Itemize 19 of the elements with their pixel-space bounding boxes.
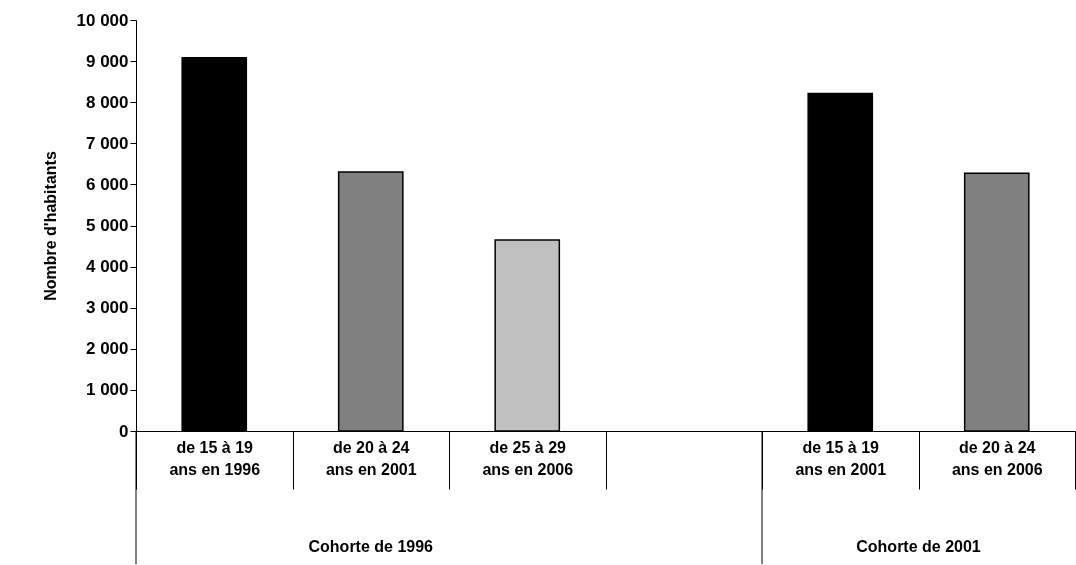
y-tick-label: 2 000 bbox=[85, 339, 129, 359]
y-tick-label: 8 000 bbox=[85, 92, 129, 112]
y-axis-title: Nombre d'habitants bbox=[41, 151, 59, 301]
y-tick-label: 9 000 bbox=[85, 51, 129, 71]
x-tick-label: de 15 à 19 ans en 1996 bbox=[169, 438, 261, 478]
y-tick-label: 0 bbox=[119, 421, 129, 441]
y-tick-label: 6 000 bbox=[85, 174, 129, 194]
x-tick-label: de 20 à 24 ans en 2001 bbox=[325, 438, 417, 478]
x-tick-label: de 25 à 29 ans en 2006 bbox=[482, 438, 574, 478]
y-tick-label: 4 000 bbox=[85, 257, 129, 277]
y-tick-label: 10 000 bbox=[76, 10, 129, 30]
text: Cohorte de 2001 bbox=[856, 538, 981, 555]
y-tick-label: 1 000 bbox=[85, 380, 129, 400]
text: Cohorte de 1996 bbox=[308, 538, 434, 555]
y-tick-label: 7 000 bbox=[85, 133, 129, 153]
x-tick-label: de 20 à 24 ans en 2006 bbox=[951, 438, 1043, 478]
x-tick-label: de 15 à 19 ans en 2001 bbox=[795, 438, 887, 478]
y-tick-label: 5 000 bbox=[85, 216, 129, 235]
y-tick-label: 3 000 bbox=[85, 298, 129, 318]
